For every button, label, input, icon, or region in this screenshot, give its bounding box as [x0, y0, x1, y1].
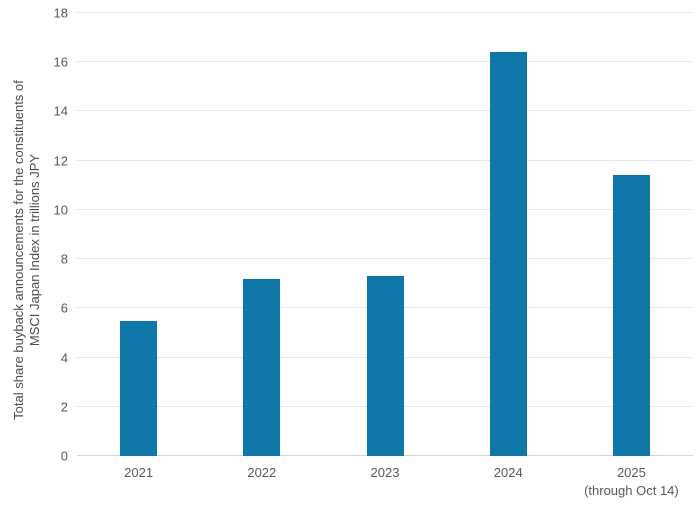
bar-2023	[366, 276, 404, 456]
x-tick-label-2024: 2024	[447, 456, 570, 500]
x-tick-label-note: (through Oct 14)	[584, 483, 679, 498]
x-tick-label-2021: 2021	[77, 456, 200, 500]
gridline-14	[77, 110, 693, 112]
y-tick-label-4: 4	[60, 350, 68, 366]
x-tick-label-2022: 2022	[200, 456, 323, 500]
y-axis-ticks: 0 2 4 6 8 10 12 14 16 18	[0, 6, 68, 464]
x-tick-label-year: 2023	[370, 465, 400, 480]
bars-row	[77, 13, 693, 456]
x-tick-label-year: 2025	[616, 465, 646, 480]
x-tick-label-year: 2021	[124, 465, 154, 480]
gridline-10	[77, 208, 693, 210]
bar-2021	[120, 320, 158, 456]
bar-slot-2024	[447, 13, 570, 456]
y-tick-label-10: 10	[53, 202, 68, 218]
y-tick-label-14: 14	[53, 103, 68, 119]
bar-2022	[243, 278, 281, 456]
x-tick-label-year: 2024	[493, 465, 523, 480]
bar-2025	[612, 175, 650, 456]
y-tick-label-18: 18	[53, 5, 68, 21]
y-tick-label-12: 12	[53, 153, 68, 169]
x-axis-labels: 2021 2022 2023 2024 2025 (through Oct 14)	[77, 456, 693, 500]
y-tick-label-8: 8	[60, 251, 68, 267]
x-tick-label-year: 2022	[247, 465, 277, 480]
gridline-8	[77, 258, 693, 260]
x-tick-label-2023: 2023	[323, 456, 446, 500]
bar-slot-2021	[77, 13, 200, 456]
y-tick-label-6: 6	[60, 300, 68, 316]
bar-2024	[489, 52, 527, 456]
gridline-18	[77, 12, 693, 13]
bar-slot-2025	[570, 13, 693, 456]
y-tick-label-0: 0	[60, 448, 68, 464]
gridline-16	[77, 61, 693, 63]
bar-slot-2022	[200, 13, 323, 456]
y-tick-label-16: 16	[53, 54, 68, 70]
x-tick-label-2025: 2025 (through Oct 14)	[570, 456, 693, 500]
y-tick-label-2: 2	[60, 399, 68, 415]
gridline-12	[77, 159, 693, 161]
bar-slot-2023	[323, 13, 446, 456]
plot-area	[77, 12, 693, 456]
